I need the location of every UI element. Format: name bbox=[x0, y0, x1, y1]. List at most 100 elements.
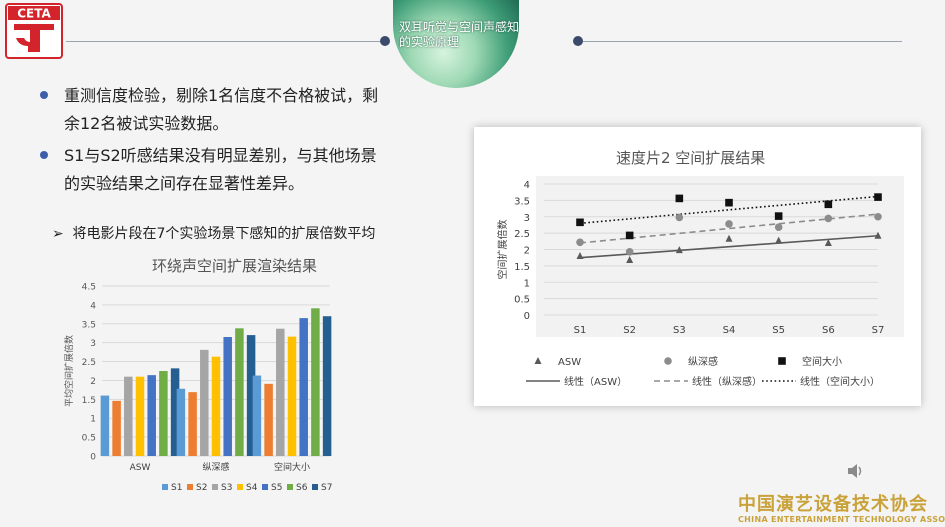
bar bbox=[147, 375, 156, 456]
bar bbox=[311, 308, 320, 456]
x-tick-label: S2 bbox=[623, 325, 636, 336]
legend-swatch bbox=[312, 484, 318, 490]
data-point bbox=[774, 212, 783, 220]
x-tick-label: ASW bbox=[130, 463, 151, 473]
data-point bbox=[675, 246, 683, 254]
y-tick-label: 4 bbox=[90, 301, 96, 311]
section-badge: 双耳听觉与空间声感知 的实验原理 bbox=[393, 0, 519, 88]
data-point bbox=[725, 220, 733, 228]
footer-org-name: 中国演艺设备技术协会 bbox=[738, 494, 928, 515]
legend-swatch bbox=[534, 357, 542, 364]
bar bbox=[322, 316, 332, 456]
data-point bbox=[874, 212, 882, 221]
bar bbox=[246, 335, 256, 456]
bar bbox=[170, 368, 180, 456]
y-tick-label: 3 bbox=[524, 213, 530, 224]
y-tick-label: 2 bbox=[90, 377, 96, 387]
legend-swatch bbox=[162, 484, 168, 490]
legend-swatch bbox=[262, 484, 268, 490]
y-tick-label: 0.5 bbox=[82, 434, 96, 444]
data-point bbox=[576, 238, 584, 247]
legend-label: 线性（纵深感） bbox=[692, 375, 762, 388]
y-tick-label: 1.5 bbox=[514, 262, 530, 273]
bar bbox=[264, 383, 273, 456]
bar bbox=[211, 356, 221, 456]
bar bbox=[299, 318, 308, 456]
bullet-item: 重测信度检验，剔除1名信度不合格被试，剩 余12名被试实验数据。 bbox=[40, 82, 460, 138]
bullet-text-line2: 余12名被试实验数据。 bbox=[64, 114, 229, 133]
data-point bbox=[576, 252, 584, 260]
y-axis-label: 空间扩展倍数 bbox=[496, 220, 509, 280]
bullet-text-line1: 重测信度检验，剔除1名信度不合格被试，剩 bbox=[64, 86, 379, 105]
x-tick-label: S5 bbox=[772, 325, 785, 336]
bar bbox=[135, 376, 145, 456]
legend-label: S6 bbox=[296, 483, 308, 493]
sub-bullet: ➢ 将电影片段在7个实验场景下感知的扩展倍数平均 bbox=[52, 223, 375, 243]
bar bbox=[176, 388, 186, 456]
y-tick-label: 1 bbox=[524, 278, 530, 289]
bar-chart: 0 0.5 1 1.5 2 2.5 3 3.5 4 4.5 平均空间扩展倍数 ASW 纵深感 空间大小 S1… bbox=[63, 283, 332, 494]
data-point bbox=[725, 234, 733, 242]
legend-label: S1 bbox=[171, 483, 182, 493]
data-point bbox=[774, 223, 783, 232]
header-rule-left bbox=[66, 41, 386, 42]
scatter-chart: 0 0.5 1 1.5 2 2.5 3 3.5 4 空间扩展倍数 S1 S2 S3 S4 S5 S6 S7 ASW… bbox=[496, 176, 904, 388]
bullet-dot bbox=[40, 151, 48, 159]
y-tick-label: 0.5 bbox=[514, 295, 530, 306]
legend-label: ASW bbox=[558, 357, 581, 368]
data-point bbox=[725, 198, 733, 207]
x-tick-label: S7 bbox=[872, 325, 885, 336]
arrow-icon: ➢ bbox=[52, 226, 64, 242]
legend-label: 空间大小 bbox=[802, 355, 842, 368]
bar bbox=[235, 328, 244, 456]
header-dot-left bbox=[380, 36, 390, 46]
legend-swatch bbox=[187, 484, 193, 490]
bar bbox=[159, 371, 168, 456]
x-tick-label: S1 bbox=[574, 325, 587, 336]
legend-swatch bbox=[664, 357, 672, 365]
y-tick-label: 3.5 bbox=[82, 320, 96, 330]
y-tick-label: 1 bbox=[90, 415, 96, 425]
x-tick-label: S3 bbox=[673, 325, 686, 336]
x-tick-label: 空间大小 bbox=[274, 461, 310, 473]
bullet-item: S1与S2听感结果没有明显差别，与其他场景 的实验结果之间存在显著性差异。 bbox=[40, 142, 460, 198]
bar bbox=[276, 328, 285, 456]
legend-swatch bbox=[237, 484, 243, 490]
bullet-dot bbox=[40, 91, 48, 99]
legend-label: S5 bbox=[271, 483, 282, 493]
legend-label: S2 bbox=[196, 483, 207, 493]
scatter-chart-card: 速度片2 空间扩展结果 0 0.5 1 1.5 2 2.5 3 3.5 4 空间扩展倍数 S1 S2 S… bbox=[474, 127, 921, 406]
data-point bbox=[576, 218, 584, 227]
legend-label: 线性（ASW） bbox=[564, 375, 627, 388]
bar bbox=[124, 376, 133, 456]
data-point bbox=[625, 231, 634, 240]
speaker-icon[interactable] bbox=[846, 461, 866, 481]
bullet-text-line1: S1与S2听感结果没有明显差别，与其他场景 bbox=[64, 146, 377, 165]
x-tick-label: 纵深感 bbox=[202, 461, 229, 473]
bar bbox=[100, 395, 110, 456]
legend-swatch bbox=[287, 484, 293, 490]
legend-swatch bbox=[778, 357, 786, 365]
data-point bbox=[824, 214, 833, 223]
legend-label: S7 bbox=[321, 483, 332, 493]
y-tick-label: 0 bbox=[524, 311, 530, 322]
data-point bbox=[874, 231, 882, 239]
y-tick-label: 2 bbox=[524, 246, 530, 257]
data-point bbox=[675, 213, 684, 222]
bar bbox=[112, 400, 121, 456]
bar-chart-title: 环绕声空间扩展渲染结果 bbox=[152, 257, 318, 275]
bar bbox=[223, 337, 232, 456]
logo-text: CETA bbox=[17, 7, 51, 21]
bullet-text-line2: 的实验结果之间存在显著性差异。 bbox=[64, 174, 305, 193]
bar bbox=[200, 349, 209, 456]
scatter-chart-title: 速度片2 空间扩展结果 bbox=[616, 149, 766, 167]
data-point bbox=[625, 247, 634, 256]
section-title: 双耳听觉与空间声感知 的实验原理 bbox=[399, 20, 519, 49]
legend-label: S4 bbox=[246, 483, 258, 493]
data-point bbox=[824, 200, 833, 209]
data-point bbox=[874, 193, 882, 201]
data-point bbox=[626, 255, 634, 263]
y-tick-label: 2.5 bbox=[82, 358, 96, 368]
ceta-logo: CETA bbox=[4, 2, 64, 60]
y-tick-label: 3 bbox=[90, 339, 96, 349]
